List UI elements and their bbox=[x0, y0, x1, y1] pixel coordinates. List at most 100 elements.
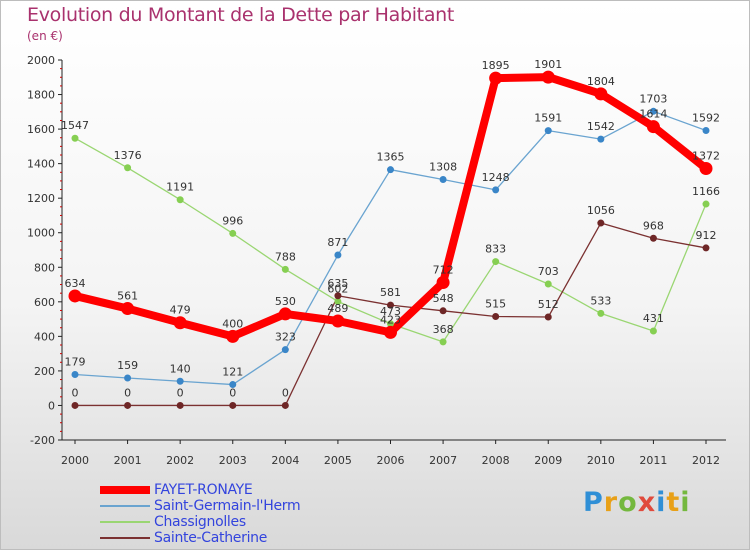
data-point bbox=[68, 289, 82, 303]
data-label: 1248 bbox=[482, 171, 510, 184]
x-tick-label: 2006 bbox=[377, 454, 405, 467]
data-point bbox=[439, 338, 447, 346]
data-label: 1308 bbox=[429, 161, 457, 174]
data-label: 1542 bbox=[587, 120, 615, 133]
data-point bbox=[649, 234, 657, 242]
data-label: 1056 bbox=[587, 204, 615, 217]
logo-letter: i bbox=[656, 487, 667, 518]
data-point bbox=[71, 401, 79, 409]
data-label: 703 bbox=[538, 265, 559, 278]
data-label: 0 bbox=[282, 386, 289, 399]
data-point bbox=[541, 70, 555, 84]
data-label: 512 bbox=[538, 298, 559, 311]
x-tick-label: 2009 bbox=[534, 454, 562, 467]
y-tick-label: 800 bbox=[34, 261, 55, 274]
data-label: 0 bbox=[229, 386, 236, 399]
data-label: 368 bbox=[433, 323, 454, 336]
x-tick-label: 2001 bbox=[114, 454, 142, 467]
data-point bbox=[699, 161, 713, 175]
data-point bbox=[334, 292, 342, 300]
proxiti-logo: Proxiti bbox=[583, 487, 691, 518]
data-point bbox=[334, 251, 342, 259]
data-label: 581 bbox=[380, 286, 401, 299]
data-point bbox=[492, 258, 500, 266]
data-label: 159 bbox=[117, 359, 138, 372]
data-point bbox=[649, 107, 657, 115]
data-point bbox=[387, 320, 394, 328]
data-point bbox=[124, 401, 132, 409]
data-label: 431 bbox=[643, 312, 664, 325]
data-label: 1614 bbox=[639, 108, 667, 121]
data-label: 788 bbox=[275, 250, 296, 263]
data-point bbox=[702, 200, 710, 208]
data-label: 0 bbox=[177, 386, 184, 399]
logo-letter: o bbox=[618, 487, 638, 518]
y-tick-label: 600 bbox=[34, 296, 55, 309]
y-tick-label: 1400 bbox=[27, 158, 55, 171]
legend-label: Sainte-Catherine bbox=[154, 530, 268, 546]
x-tick-label: 2004 bbox=[271, 454, 299, 467]
data-point bbox=[176, 401, 184, 409]
chart-unit: (en €) bbox=[27, 29, 63, 43]
chart-title: Evolution du Montant de la Dette par Hab… bbox=[27, 4, 455, 26]
series-points bbox=[68, 70, 713, 409]
data-label: 996 bbox=[222, 214, 243, 227]
x-tick-label: 2003 bbox=[219, 454, 247, 467]
data-label: 1703 bbox=[639, 92, 667, 105]
data-label: 1166 bbox=[692, 185, 720, 198]
y-tick-label: 1200 bbox=[27, 192, 55, 205]
x-tick-label: 2011 bbox=[639, 454, 667, 467]
data-point bbox=[594, 87, 608, 101]
axes: -200020040060080010001200140016001800200… bbox=[27, 54, 726, 467]
data-point bbox=[229, 381, 237, 389]
data-point bbox=[71, 134, 79, 142]
data-label: 515 bbox=[485, 298, 506, 311]
data-label: 473 bbox=[380, 305, 401, 318]
data-label: 479 bbox=[170, 304, 191, 317]
data-label: 712 bbox=[433, 263, 454, 276]
data-point bbox=[439, 307, 447, 315]
y-tick-label: 400 bbox=[34, 330, 55, 343]
data-labels: 179 159 140 121 323 871 1365 1308 1248 1591 1542 17… bbox=[61, 58, 720, 399]
data-label: 1901 bbox=[534, 58, 562, 71]
x-tick-label: 2012 bbox=[692, 454, 720, 467]
data-label: 634 bbox=[65, 277, 86, 290]
y-tick-label: 2000 bbox=[27, 54, 55, 67]
data-label: 400 bbox=[222, 317, 243, 330]
data-label: 548 bbox=[433, 292, 454, 305]
data-label: 561 bbox=[117, 290, 138, 303]
x-tick-label: 2002 bbox=[166, 454, 194, 467]
data-point bbox=[597, 309, 605, 317]
data-point bbox=[597, 219, 605, 227]
data-label: 1372 bbox=[692, 149, 720, 162]
x-tick-label: 2010 bbox=[587, 454, 615, 467]
data-point bbox=[334, 297, 342, 305]
x-tick-label: 2000 bbox=[61, 454, 89, 467]
data-label: 1376 bbox=[114, 149, 142, 162]
data-label: 121 bbox=[222, 366, 243, 379]
x-tick-label: 2008 bbox=[482, 454, 510, 467]
data-point bbox=[492, 186, 500, 194]
data-label: 533 bbox=[590, 294, 611, 307]
data-point bbox=[176, 377, 184, 385]
data-point bbox=[489, 71, 503, 85]
data-label: 179 bbox=[65, 356, 86, 369]
data-point bbox=[544, 127, 552, 135]
legend-swatch bbox=[100, 486, 150, 494]
data-point bbox=[492, 313, 500, 320]
data-point bbox=[436, 275, 450, 289]
data-label: 1191 bbox=[166, 181, 194, 194]
data-point bbox=[229, 229, 237, 237]
y-tick-label: 1800 bbox=[27, 89, 55, 102]
data-point bbox=[278, 307, 292, 321]
data-point bbox=[702, 244, 710, 252]
y-tick-label: 1600 bbox=[27, 123, 55, 136]
data-label: 423 bbox=[380, 313, 401, 326]
x-tick-label: 2007 bbox=[429, 454, 457, 467]
logo-letter: P bbox=[583, 487, 604, 518]
data-label: 968 bbox=[643, 219, 664, 232]
legend-swatch bbox=[100, 537, 150, 539]
data-point bbox=[176, 196, 184, 204]
data-label: 1591 bbox=[534, 112, 562, 125]
data-point bbox=[649, 327, 657, 335]
